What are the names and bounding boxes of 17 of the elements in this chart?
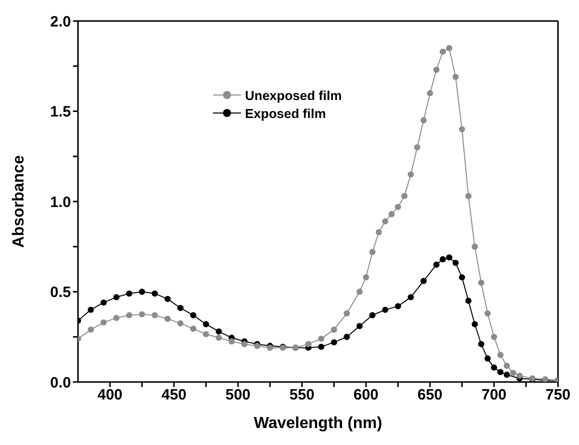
y-tick-label: 0.5 — [50, 284, 71, 302]
x-tick-label: 500 — [225, 386, 251, 404]
y-tick-label: 2.0 — [50, 13, 71, 30]
x-tick-label: 750 — [545, 386, 571, 404]
x-tick-label: 550 — [289, 386, 315, 404]
x-tick-label: 450 — [161, 386, 187, 404]
x-tick-label: 600 — [353, 386, 379, 404]
y-tick-label: 1.5 — [50, 104, 71, 121]
y-axis-title: Absorbance — [10, 155, 28, 248]
x-tick-label: 700 — [481, 386, 507, 404]
x-tick-label: 400 — [97, 386, 123, 404]
legend-label: Exposed film — [245, 106, 326, 120]
text: 0.0 — [50, 374, 71, 392]
x-tick-label: 650 — [417, 386, 443, 404]
y-tick-label: 1.0 — [50, 194, 71, 211]
x-axis-title: Wavelength (nm) — [254, 415, 382, 432]
legend-label: Unexposed film — [245, 88, 342, 102]
